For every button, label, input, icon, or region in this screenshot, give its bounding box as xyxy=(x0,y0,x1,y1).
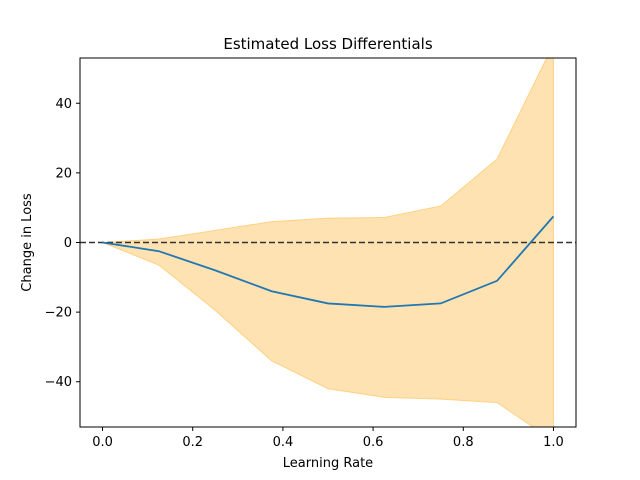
plot-area xyxy=(80,58,576,427)
y-axis: −40 −20 0 20 40 xyxy=(45,97,80,390)
y-tick-label: 0 xyxy=(64,236,72,251)
x-tick-label: 0.2 xyxy=(182,435,203,450)
y-axis-title: Change in Loss xyxy=(20,193,35,292)
x-tick-label: 1.0 xyxy=(543,435,564,450)
x-tick-label: 0.0 xyxy=(92,435,113,450)
y-tick-label: −40 xyxy=(45,375,72,390)
x-axis: 0.0 0.2 0.4 0.6 0.8 1.0 xyxy=(92,427,564,450)
x-tick-label: 0.8 xyxy=(453,435,474,450)
x-tick-label: 0.6 xyxy=(363,435,384,450)
y-tick-label: 40 xyxy=(55,97,72,112)
series-line xyxy=(102,215,555,308)
x-axis-title: Learning Rate xyxy=(283,456,373,471)
y-tick-label: −20 xyxy=(45,306,72,321)
x-tick-label: 0.4 xyxy=(273,435,294,450)
chart-title: Estimated Loss Differentials xyxy=(223,35,432,53)
y-tick-label: 20 xyxy=(55,166,72,181)
